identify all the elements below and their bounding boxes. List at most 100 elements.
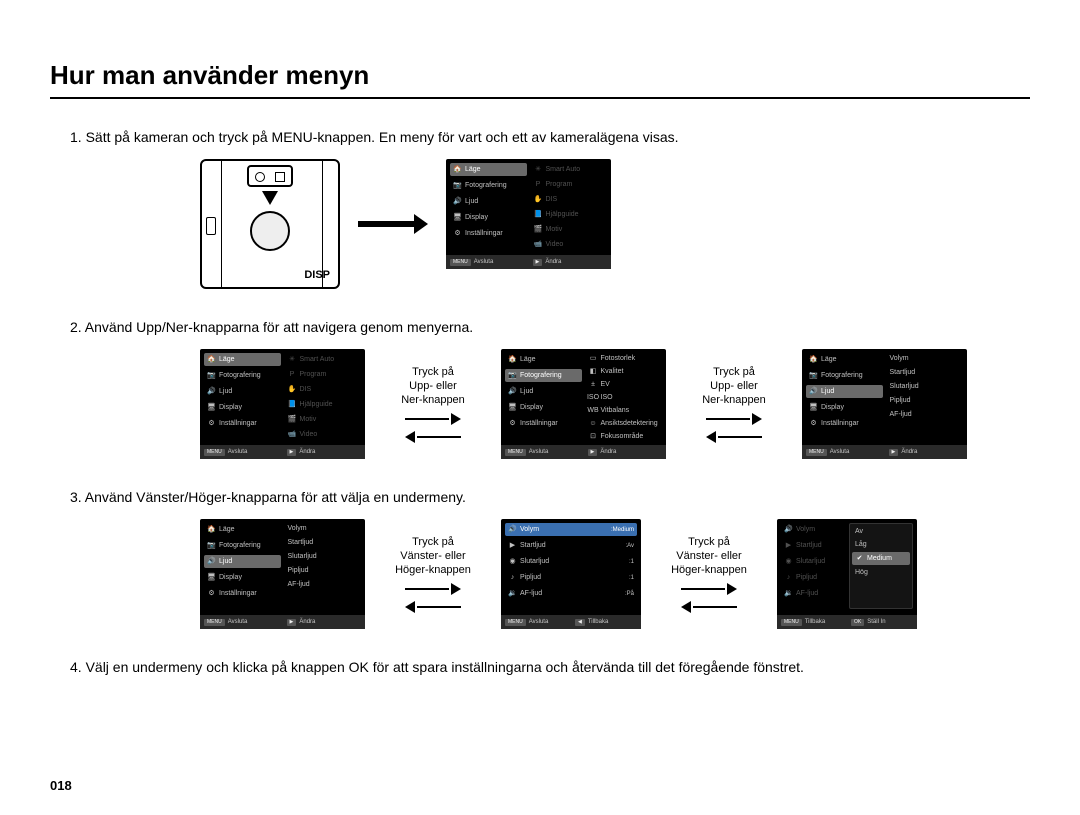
menu-item-icon: ⚙ bbox=[453, 229, 462, 238]
menu-item: Startljud bbox=[887, 367, 964, 378]
check-icon: ✔ bbox=[855, 554, 864, 563]
menu-item: 📷Fotografering bbox=[450, 179, 527, 192]
menu-item-icon: ☺ bbox=[589, 419, 598, 428]
arrow-left-icon bbox=[681, 603, 737, 613]
menu-item-icon: ▭ bbox=[589, 354, 598, 363]
menu-item: ▶Startljud bbox=[781, 539, 845, 552]
menu-item-icon: 🔊 bbox=[809, 387, 818, 396]
menu-item-label: Fotografering bbox=[465, 182, 507, 189]
menu-item-icon: ✳ bbox=[534, 165, 543, 174]
page-title: Hur man använder menyn bbox=[50, 60, 1030, 99]
screen-footer: MENUAvsluta▶Ändra bbox=[802, 445, 967, 459]
menu-item-icon: ✳ bbox=[288, 355, 297, 364]
menu-item-label: Smart Auto bbox=[300, 356, 335, 363]
menu-item-label: Fotostorlek bbox=[601, 355, 636, 362]
menu-item-icon: ⚙ bbox=[508, 419, 517, 428]
menu-item: 🔊Ljud bbox=[204, 385, 281, 398]
menu-item: 🏠Läge bbox=[204, 523, 281, 536]
menu-item-label: Fotografering bbox=[219, 542, 261, 549]
menu-item: AF-ljud bbox=[285, 579, 362, 590]
menu-item-value: :Av bbox=[625, 543, 634, 549]
step-1-text: 1. Sätt på kameran och tryck på MENU-kna… bbox=[70, 129, 1030, 145]
step-2-text: 2. Använd Upp/Ner-knapparna för att navi… bbox=[70, 319, 1030, 335]
menu-item-icon: ▶ bbox=[784, 541, 793, 550]
menu-item: ♪Pipljud:1 bbox=[505, 571, 637, 584]
menu-item: ⚙Inställningar bbox=[204, 587, 281, 600]
menu-item-label: Display bbox=[219, 574, 242, 581]
menu-item-label: Volym bbox=[520, 526, 539, 533]
menu-item: 🖥Display bbox=[204, 571, 281, 584]
menu-item-label: Program bbox=[300, 371, 327, 378]
menu-item-icon: ⊡ bbox=[589, 432, 598, 441]
menu-item-label: Volym bbox=[890, 355, 909, 362]
menu-screen-5: 🔊Volym:Medium▶Startljud:Av◉Slutarljud:1♪… bbox=[501, 519, 641, 629]
between-label-3: Tryck påVänster- ellerHöger-knappen bbox=[383, 535, 483, 614]
menu-item: 🎬Motiv bbox=[285, 414, 362, 426]
menu-item-icon: 🖥 bbox=[207, 403, 216, 412]
menu-item-label: Ljud bbox=[465, 198, 478, 205]
menu-item-icon: P bbox=[534, 180, 543, 189]
menu-item-label: Inställningar bbox=[219, 420, 257, 427]
menu-item-icon: 🏠 bbox=[508, 355, 517, 364]
menu-item: PProgram bbox=[531, 178, 608, 190]
menu-item-label: Inställningar bbox=[520, 420, 558, 427]
menu-item: ◧Kvalitet bbox=[586, 366, 663, 376]
camera-illustration: DISP bbox=[200, 159, 340, 289]
menu-item-icon: 📷 bbox=[207, 371, 216, 380]
menu-item: ☺Ansiktsdetektering bbox=[586, 418, 663, 428]
menu-item-icon: ⚙ bbox=[207, 419, 216, 428]
menu-item-icon: 🖥 bbox=[809, 403, 818, 412]
menu-item: ±EV bbox=[586, 379, 663, 389]
menu-item-icon: ♪ bbox=[784, 573, 793, 582]
menu-item: ▶Startljud:Av bbox=[505, 539, 637, 552]
menu-item-label: Display bbox=[821, 404, 844, 411]
menu-item-icon: ⚙ bbox=[207, 589, 216, 598]
menu-item: 🎬Motiv bbox=[531, 224, 608, 236]
between-label-2: Tryck påUpp- ellerNer-knappen bbox=[684, 365, 784, 444]
menu-item-icon: 📘 bbox=[534, 210, 543, 219]
arrow-right-icon bbox=[405, 415, 461, 425]
menu-item-icon: ◉ bbox=[784, 557, 793, 566]
step-3-text: 3. Använd Vänster/Höger-knapparna för at… bbox=[70, 489, 1030, 505]
menu-item-label: Startljud bbox=[520, 542, 546, 549]
screen-footer: MENUAvsluta◀Tillbaka bbox=[501, 615, 641, 629]
menu-item-label: Hjälpguide bbox=[546, 211, 579, 218]
menu-item-label: DIS bbox=[300, 386, 312, 393]
menu-item-icon: 📷 bbox=[453, 181, 462, 190]
menu-item: 📷Fotografering bbox=[505, 369, 582, 382]
menu-screen-6: 🔊Volym▶Startljud◉Slutarljud♪Pipljud🔉AF-l… bbox=[777, 519, 917, 629]
menu-item: AF-ljud bbox=[887, 409, 964, 420]
menu-item-icon: P bbox=[288, 370, 297, 379]
menu-item-icon: ♪ bbox=[508, 573, 517, 582]
menu-item-label: Smart Auto bbox=[546, 166, 581, 173]
menu-item: Startljud bbox=[285, 537, 362, 548]
menu-item: ◉Slutarljud bbox=[781, 555, 845, 568]
menu-item-label: Fotografering bbox=[821, 372, 863, 379]
menu-item: 🔊Volym:Medium bbox=[505, 523, 637, 536]
menu-item-icon: 🔉 bbox=[508, 589, 517, 598]
menu-item-label: Vitbalans bbox=[601, 407, 630, 414]
menu-item-label: Pipljud bbox=[520, 574, 541, 581]
option-item: Låg bbox=[852, 539, 910, 550]
menu-item-label: Ljud bbox=[821, 388, 834, 395]
menu-item: 📷Fotografering bbox=[204, 539, 281, 552]
menu-item-label: Hjälpguide bbox=[300, 401, 333, 408]
menu-item-icon: 🔊 bbox=[508, 525, 517, 534]
menu-item: 🖥Display bbox=[450, 211, 527, 224]
menu-item-icon: 📷 bbox=[508, 371, 517, 380]
menu-item-label: Slutarljud bbox=[288, 553, 317, 560]
menu-item: Slutarljud bbox=[887, 381, 964, 392]
menu-item-value: :På bbox=[625, 591, 634, 597]
menu-item-icon: 📷 bbox=[809, 371, 818, 380]
menu-item-icon: 🏠 bbox=[809, 355, 818, 364]
option-item: ✔Medium bbox=[852, 552, 910, 565]
menu-item-icon: ◉ bbox=[508, 557, 517, 566]
menu-item-icon: ⚙ bbox=[809, 419, 818, 428]
menu-item-label: Pipljud bbox=[288, 567, 309, 574]
menu-item-label: Inställningar bbox=[465, 230, 503, 237]
menu-item-label: Motiv bbox=[300, 416, 317, 423]
menu-item: ✋DIS bbox=[531, 193, 608, 205]
menu-item: ⚙Inställningar bbox=[204, 417, 281, 430]
menu-item-label: Läge bbox=[219, 356, 235, 363]
menu-item: ✋DIS bbox=[285, 383, 362, 395]
